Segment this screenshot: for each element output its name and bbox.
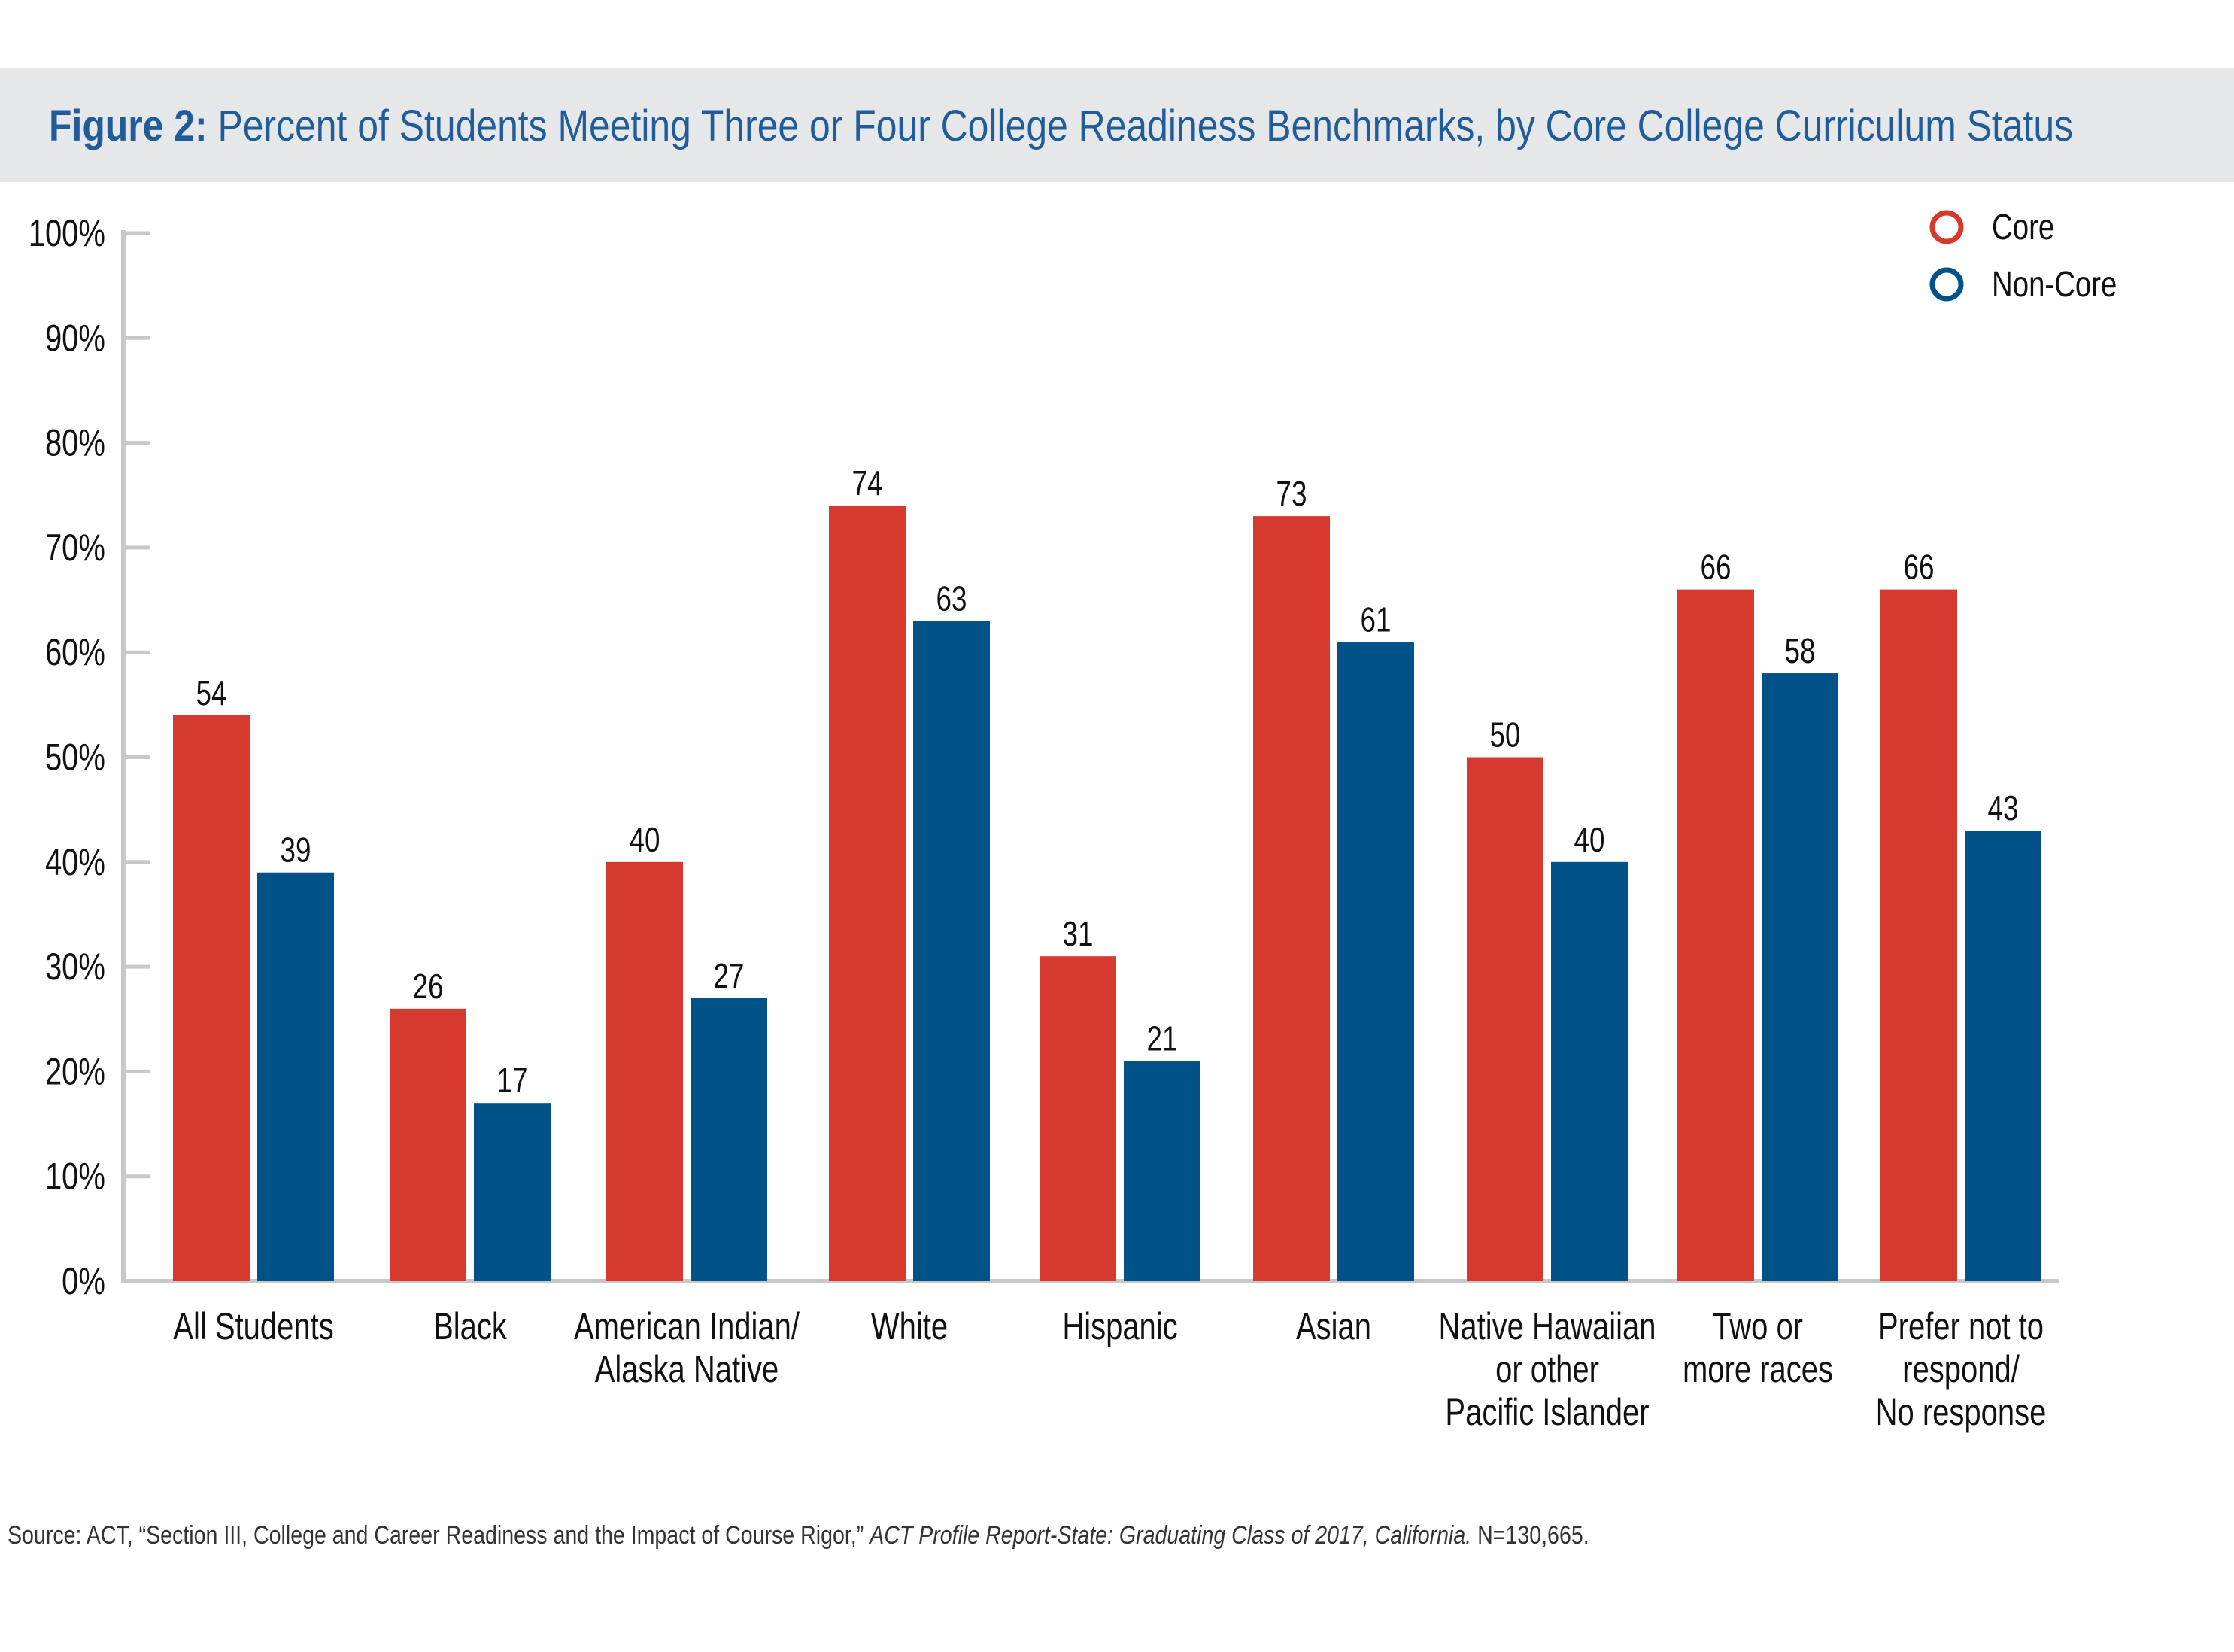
bar-noncore: [691, 998, 767, 1281]
bar-value-label: 74: [852, 463, 883, 503]
bar-noncore: [1762, 673, 1838, 1281]
bar-core: [390, 1008, 466, 1281]
y-tick-label: 0%: [62, 1260, 105, 1302]
bar-value-label: 39: [281, 831, 311, 870]
bar-value-label: 50: [1490, 715, 1521, 755]
bar-value-label: 21: [1147, 1019, 1178, 1058]
bar-value-label: 43: [1988, 788, 2019, 828]
bar-value-label: 66: [1904, 548, 1935, 587]
x-category-label: Native Hawaiian: [1439, 1305, 1656, 1347]
bar-core: [829, 506, 906, 1282]
y-tick-label: 40%: [45, 841, 105, 883]
title-band: [0, 68, 2234, 182]
x-category-label: Prefer not to: [1878, 1305, 2044, 1347]
x-category-label: White: [871, 1305, 948, 1347]
bar-noncore: [257, 872, 334, 1281]
source-note: Source: ACT, “Section III, College and C…: [8, 1521, 1589, 1550]
y-tick-label: 70%: [45, 527, 105, 569]
x-category-label: Hispanic: [1062, 1305, 1177, 1347]
y-tick-label: 80%: [45, 421, 105, 463]
y-tick-label: 50%: [45, 736, 105, 778]
x-category-label: respond/: [1902, 1348, 2020, 1390]
bar-core: [1677, 589, 1754, 1281]
bar-noncore: [913, 621, 990, 1281]
y-tick-label: 30%: [45, 946, 105, 988]
legend-marker-noncore: [1929, 267, 1964, 302]
bar-noncore: [1337, 642, 1414, 1281]
figure-title: Figure 2: Percent of Students Meeting Th…: [49, 101, 2073, 151]
bar-core: [1253, 516, 1330, 1281]
bar-value-label: 63: [936, 579, 967, 618]
y-tick-label: 20%: [45, 1050, 105, 1092]
figure-label: Figure 2:: [49, 102, 208, 150]
bar-noncore: [1965, 831, 2041, 1281]
bar-value-label: 40: [630, 820, 660, 859]
y-tick-label: 90%: [45, 317, 105, 359]
bar-value-label: 54: [196, 673, 227, 712]
bar-value-label: 66: [1701, 548, 1732, 587]
x-category-label: Alaska Native: [595, 1348, 779, 1390]
x-category-label: Asian: [1296, 1305, 1371, 1347]
x-category-label: or other: [1495, 1348, 1599, 1390]
bar-core: [1467, 757, 1543, 1281]
bar-value-label: 31: [1063, 914, 1094, 953]
x-category-label: more races: [1683, 1348, 1833, 1390]
legend-label: Non-Core: [1992, 265, 2117, 305]
bar-value-label: 40: [1574, 820, 1605, 859]
x-category-label: All Students: [173, 1305, 333, 1347]
y-tick-label: 60%: [45, 631, 105, 673]
bar-value-label: 26: [413, 967, 444, 1006]
x-category-label: Pacific Islander: [1445, 1391, 1649, 1433]
legend-label: Core: [1992, 208, 2054, 247]
bar-value-label: 58: [1785, 631, 1816, 670]
y-tick-label: 100%: [29, 212, 105, 254]
bar-value-label: 17: [497, 1061, 528, 1100]
bar-core: [1040, 956, 1116, 1281]
source-suffix: N=130,665.: [1477, 1521, 1589, 1550]
bar-noncore: [1551, 861, 1628, 1281]
bar-noncore: [474, 1103, 551, 1281]
bar-core: [173, 715, 250, 1281]
bar-value-label: 73: [1276, 474, 1307, 513]
bar-value-label: 27: [714, 956, 745, 995]
x-category-label: Two or: [1713, 1305, 1803, 1347]
bar-value-label: 61: [1361, 600, 1392, 639]
figure-title-text: Percent of Students Meeting Three or Fou…: [217, 102, 2074, 150]
x-category-label: No response: [1876, 1391, 2047, 1433]
x-category-label: American Indian/: [574, 1305, 800, 1347]
source-report: ACT Profile Report-State: Graduating Cla…: [870, 1521, 1472, 1550]
bar-noncore: [1124, 1061, 1200, 1281]
x-category-label: Black: [433, 1305, 507, 1347]
bar-core: [1880, 589, 1957, 1281]
source-prefix: Source: ACT, “Section III, College and C…: [8, 1521, 864, 1550]
y-tick-label: 10%: [45, 1155, 105, 1197]
legend-marker-core: [1929, 210, 1964, 244]
bar-core: [606, 861, 683, 1281]
